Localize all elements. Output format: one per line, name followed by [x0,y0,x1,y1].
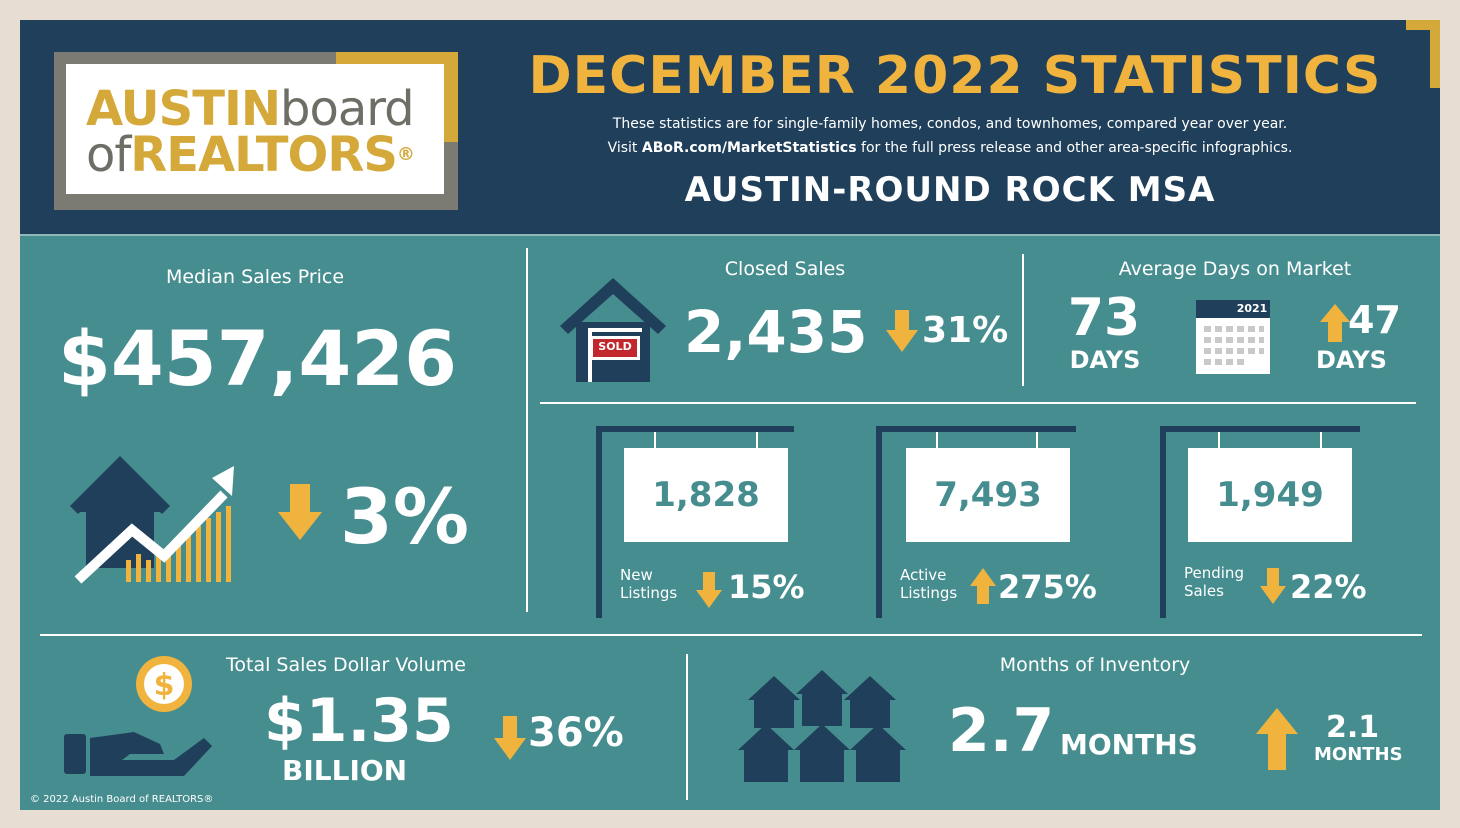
closed-sales-label: Closed Sales [724,258,846,280]
days-on-market-change-unit: DAYS [1316,346,1387,374]
pending-sales-label: Pending Sales [1184,564,1244,600]
divider-vertical-bottom [686,654,688,800]
active-listings-sign-post [876,426,882,618]
divider-vertical-left [526,248,528,612]
header-banner: AUSTINboard ofREALTORS® DECEMBER 2022 ST… [20,20,1440,236]
inventory-value: 2.7 [948,696,1055,766]
new-listings-sign-post [596,426,602,618]
active-listings-sign-bar [876,426,1076,432]
active-listings-label: Active Listings [900,566,958,602]
sold-house-icon [560,278,666,382]
austin-board-logo[interactable]: AUSTINboard ofREALTORS® [66,64,444,194]
days-on-market-change: 47 [1348,298,1401,342]
median-price-value: $457,426 [58,314,458,403]
days-on-market-unit: DAYS [1069,346,1141,374]
calendar-icon [1196,300,1270,374]
sign-chain [756,432,758,450]
inventory-unit: MONTHS [1060,728,1198,761]
subtitle: These statistics are for single-family h… [540,112,1360,160]
new-listings-sign-bar [596,426,794,432]
dollar-volume-change: 36% [528,710,624,756]
corner-accent [1406,20,1440,88]
sign-chain [654,432,656,450]
calendar-year: 2021 [1236,302,1268,315]
new-listings-down-arrow-icon [696,572,722,608]
inventory-up-arrow-icon [1256,708,1298,770]
sign-chain [1218,432,1220,450]
market-stats-link[interactable]: ABoR.com/MarketStatistics [641,140,857,156]
active-listings-up-arrow-icon [970,568,996,604]
median-price-change: 3% [340,472,470,561]
inventory-change: 2.1 [1326,710,1380,745]
divider-vertical-top [1022,254,1024,386]
inventory-label: Months of Inventory [999,654,1191,676]
median-price-down-arrow-icon [278,484,322,540]
days-on-market-up-arrow-icon [1320,304,1350,342]
infographic-frame: AUSTINboard ofREALTORS® DECEMBER 2022 ST… [20,20,1440,810]
logo-line1: AUSTINboard [86,81,415,137]
coin-dollar-symbol: $ [153,668,175,703]
pending-sales-value: 1,949 [1188,448,1352,542]
sign-chain [936,432,938,450]
copyright-notice: © 2022 Austin Board of REALTORS® [30,794,214,805]
new-listings-value: 1,828 [624,448,788,542]
houses-cluster-icon [738,670,906,782]
sign-chain [1320,432,1322,450]
closed-sales-value: 2,435 [684,298,868,366]
pending-sales-sign-bar [1160,426,1360,432]
active-listings-value: 7,493 [906,448,1070,542]
logo-line2: ofREALTORS® [86,127,415,183]
region-title: AUSTIN-ROUND ROCK MSA [684,170,1216,210]
dollar-volume-unit: BILLION [282,754,408,787]
sold-sign-text: SOLD [598,340,632,353]
closed-sales-change: 31% [922,310,1009,351]
days-on-market-value: 73 [1067,288,1141,348]
subtitle-line1: These statistics are for single-family h… [612,116,1288,132]
house-growth-icon [70,456,234,584]
divider-horizontal-mid [540,402,1416,404]
days-on-market-label: Average Days on Market [1118,258,1352,280]
sign-chain [1036,432,1038,450]
page-title: DECEMBER 2022 STATISTICS [528,46,1382,106]
pending-sales-sign-post [1160,426,1166,618]
pending-sales-down-arrow-icon [1260,568,1286,604]
median-price-label: Median Sales Price [165,266,345,288]
new-listings-change: 15% [728,568,805,606]
money-hand-icon [64,656,212,776]
inventory-change-unit: MONTHS [1314,744,1403,765]
closed-sales-down-arrow-icon [886,310,918,352]
active-listings-change: 275% [998,568,1097,606]
pending-sales-change: 22% [1290,568,1367,606]
dollar-volume-value: $1.35 [264,686,454,756]
dollar-volume-label: Total Sales Dollar Volume [226,654,466,676]
subtitle-line2: Visit ABoR.com/MarketStatistics for the … [607,140,1293,156]
divider-horizontal-bottom [40,634,1422,636]
dollar-volume-down-arrow-icon [494,716,526,760]
new-listings-label: New Listings [620,566,678,602]
